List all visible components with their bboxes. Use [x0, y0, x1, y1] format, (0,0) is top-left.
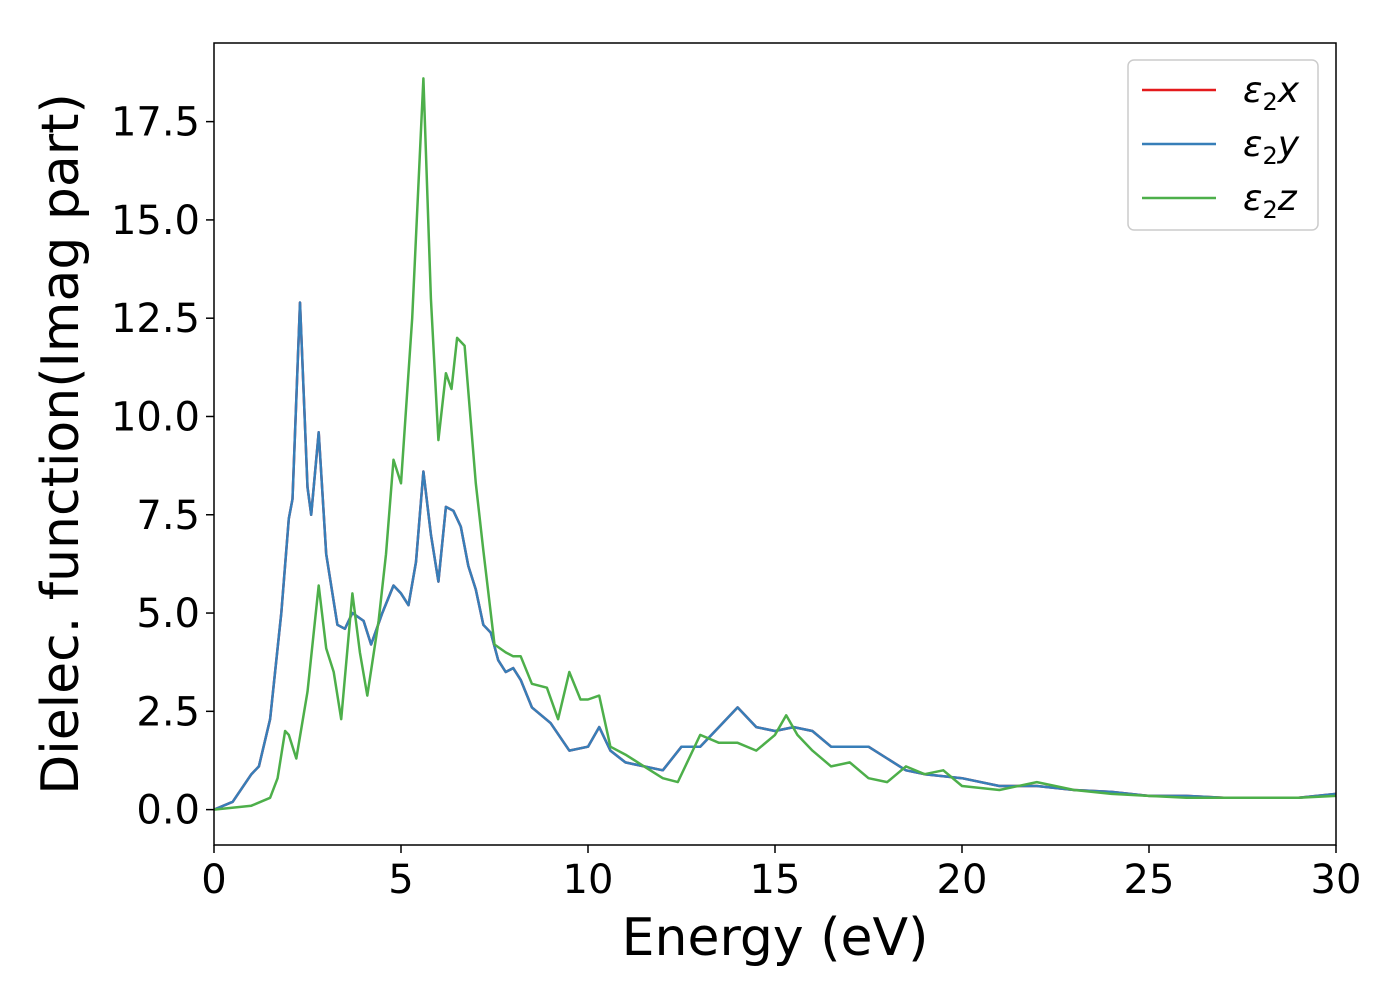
legend-label-x: ε2x: [1243, 70, 1300, 116]
series-lines: [213, 77, 1337, 811]
x-tick-label: 0: [201, 857, 226, 903]
y-tick-label: 12.5: [111, 296, 200, 342]
y-tick-label: 5.0: [136, 591, 200, 637]
legend-label-z: ε2z: [1243, 178, 1298, 224]
x-tick-label: 15: [750, 857, 801, 903]
legend-box: [1127, 59, 1319, 231]
series-line-y: [213, 301, 1337, 811]
x-axis-label: Energy (eV): [622, 908, 929, 968]
legend-label-y: ε2y: [1243, 124, 1300, 170]
x-tick-label: 5: [388, 857, 413, 903]
y-tick-label: 17.5: [111, 100, 200, 146]
y-tick-label: 2.5: [136, 689, 200, 735]
y-tick-label: 0.0: [136, 788, 200, 834]
y-tick-label: 7.5: [136, 493, 200, 539]
x-tick-label: 30: [1311, 857, 1362, 903]
legend: ε2x ε2y ε2z: [1127, 59, 1319, 231]
plot-frame: [213, 42, 1337, 846]
x-tick-label: 10: [563, 857, 614, 903]
y-axis-label: Dielec. function(Imag part): [31, 93, 91, 795]
x-tick-label: 20: [937, 857, 988, 903]
y-tick-label: 15.0: [111, 198, 200, 244]
ticks: 0 5 10 15 20 25 30 0.0 2.5 5.0 7.5 10.0 12.5 15.0 17.5: [111, 100, 1362, 903]
x-tick-label: 25: [1124, 857, 1175, 903]
y-tick-label: 10.0: [111, 394, 200, 440]
series-line-z: [213, 77, 1337, 811]
